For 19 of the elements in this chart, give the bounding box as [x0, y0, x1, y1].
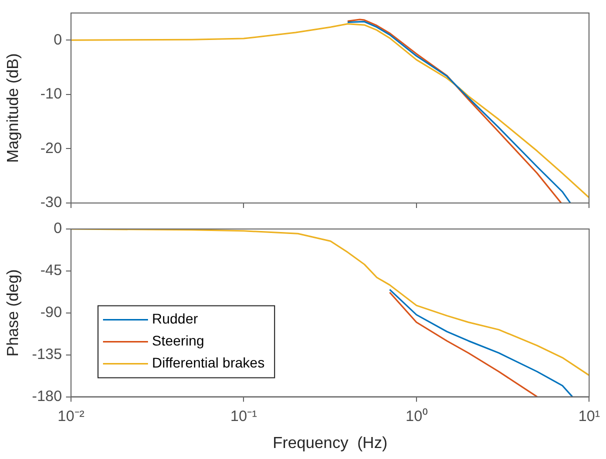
y-tick-label: -90 [40, 304, 62, 322]
legend-label: Rudder [152, 310, 198, 327]
x-tick-label: 10⁻² [58, 408, 84, 425]
y-tick-label: -180 [32, 388, 62, 405]
x-tick-label: 10⁰ [406, 408, 428, 425]
x-tick-label: 10¹ [578, 408, 600, 425]
y-axis-title: Magnitude (dB) [5, 53, 22, 163]
legend-label: Differential brakes [152, 354, 265, 371]
y-tick-label: -20 [40, 140, 62, 157]
legend-label: Steering [152, 332, 204, 349]
y-tick-label: 0 [54, 220, 62, 238]
y-axis-title: Phase (deg) [5, 269, 22, 356]
x-tick-label: 10⁻¹ [230, 408, 258, 425]
x-axis-title: Frequency (Hz) [272, 434, 388, 452]
y-tick-label: 0 [54, 31, 62, 48]
y-tick-label: -45 [40, 262, 62, 280]
y-tick-label: -135 [32, 346, 62, 363]
y-tick-label: -10 [40, 86, 62, 103]
y-tick-label: -30 [40, 194, 62, 212]
